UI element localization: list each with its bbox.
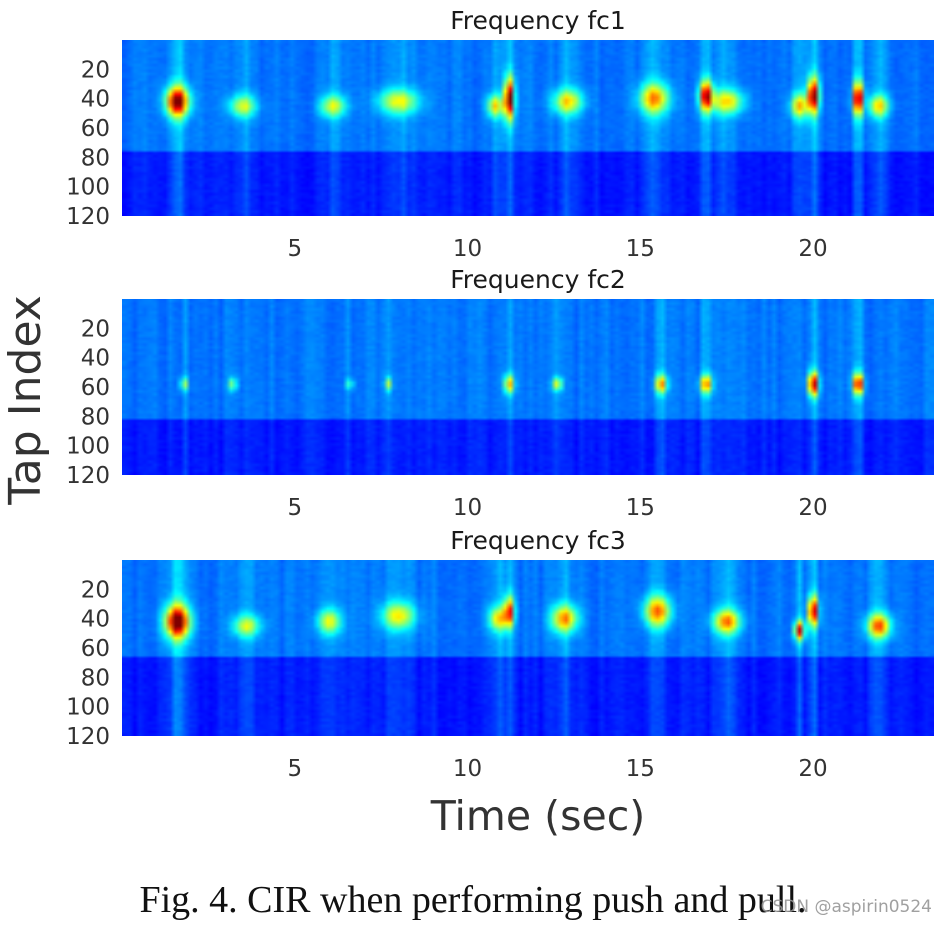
panel-title: Frequency fc3 bbox=[450, 526, 626, 555]
y-tick-label: 100 bbox=[66, 434, 110, 460]
figure-caption: Fig. 4. CIR when performing push and pul… bbox=[139, 879, 807, 921]
x-tick-label: 10 bbox=[453, 495, 482, 521]
x-tick-label: 10 bbox=[453, 756, 482, 782]
y-tick-label: 80 bbox=[81, 665, 110, 691]
y-tick-label: 100 bbox=[66, 175, 110, 201]
y-tick-label: 80 bbox=[81, 404, 110, 430]
x-tick-label: 5 bbox=[287, 495, 302, 521]
x-tick-label: 15 bbox=[626, 495, 655, 521]
y-tick-label: 120 bbox=[66, 724, 110, 750]
y-tick-label: 100 bbox=[66, 695, 110, 721]
y-axis-label: Tap Index bbox=[0, 295, 51, 506]
y-tick-label: 20 bbox=[81, 57, 110, 83]
heatmap-image bbox=[122, 40, 934, 216]
heatmap-image bbox=[122, 299, 934, 475]
x-tick-label: 5 bbox=[287, 236, 302, 262]
y-tick-label: 60 bbox=[81, 375, 110, 401]
x-tick-label: 15 bbox=[626, 236, 655, 262]
y-tick-label: 120 bbox=[66, 463, 110, 489]
y-tick-label: 80 bbox=[81, 145, 110, 171]
x-tick-label: 10 bbox=[453, 236, 482, 262]
y-tick-label: 20 bbox=[81, 577, 110, 603]
heatmap-panel-1: Frequency fc1 5 10 15 20 20 40 60 80 100 120 bbox=[66, 6, 934, 262]
y-tick-label: 20 bbox=[81, 316, 110, 342]
y-tick-label: 40 bbox=[81, 607, 110, 633]
x-tick-label: 15 bbox=[626, 756, 655, 782]
y-tick-label: 40 bbox=[81, 346, 110, 372]
x-tick-label: 20 bbox=[798, 495, 827, 521]
x-tick-label: 5 bbox=[287, 756, 302, 782]
x-axis-label: Time (sec) bbox=[430, 792, 646, 840]
y-tick-label: 40 bbox=[81, 87, 110, 113]
y-tick-label: 60 bbox=[81, 116, 110, 142]
y-tick-label: 120 bbox=[66, 204, 110, 230]
heatmap-panel-3: Frequency fc3 5 10 15 20 20 40 60 80 100 120 bbox=[66, 526, 934, 782]
panel-title: Frequency fc1 bbox=[450, 6, 626, 35]
panel-title: Frequency fc2 bbox=[450, 265, 626, 294]
heatmap-image bbox=[122, 560, 934, 736]
x-tick-label: 20 bbox=[798, 236, 827, 262]
y-tick-label: 60 bbox=[81, 636, 110, 662]
x-tick-label: 20 bbox=[798, 756, 827, 782]
heatmap-panel-2: Frequency fc2 5 10 15 20 20 40 60 80 100 120 bbox=[66, 265, 934, 521]
watermark: CSDN @aspirin0524 bbox=[760, 897, 932, 917]
